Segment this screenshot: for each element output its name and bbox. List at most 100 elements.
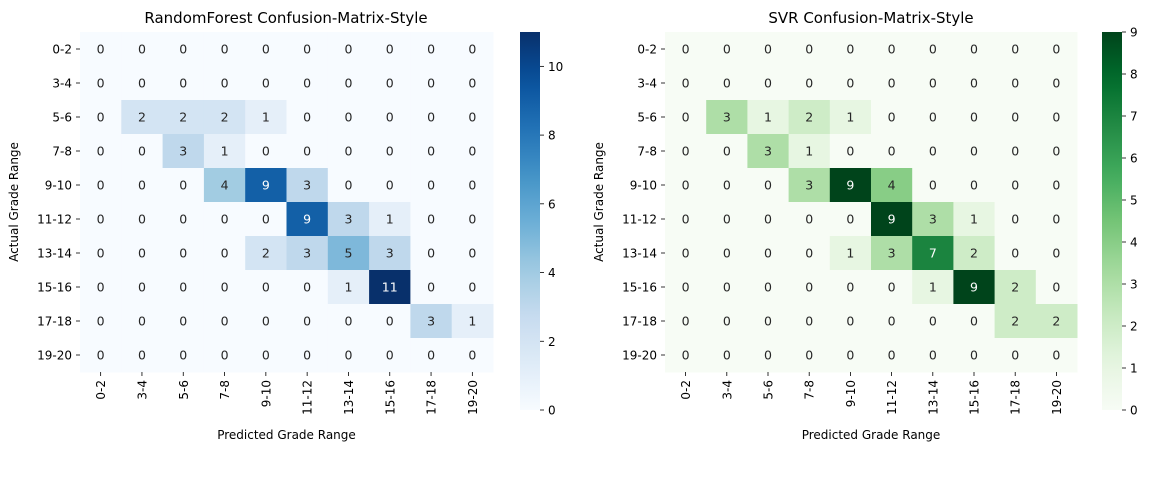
cell-value-label: 0 (344, 314, 352, 329)
heatmap-cell (451, 66, 494, 101)
heatmap-cell (665, 100, 707, 135)
y-tick-label: 3-4 (52, 77, 72, 91)
heatmap-cell (121, 32, 164, 67)
cell-value-label: 0 (303, 42, 311, 57)
heatmap-cell (80, 168, 122, 203)
cell-value-label: 0 (427, 178, 435, 193)
cell-value-label: 0 (262, 76, 270, 91)
cell-value-label: 0 (846, 42, 854, 57)
heatmap-cell (286, 338, 329, 373)
colorbar (1102, 32, 1122, 410)
cell-value-label: 3 (427, 314, 435, 329)
y-tick-label: 17-18 (622, 315, 657, 329)
heatmap-cell (451, 304, 494, 339)
heatmap-cell (162, 66, 205, 101)
cell-value-label: 0 (386, 314, 394, 329)
cell-value-label: 4 (888, 178, 896, 193)
cell-value-label: 0 (97, 314, 105, 329)
cell-value-label: 0 (929, 110, 937, 125)
heatmap-cell (994, 32, 1037, 67)
heatmap-cell (121, 168, 164, 203)
colorbar-tick-label: 2 (1130, 320, 1138, 334)
cell-value-label: 0 (805, 348, 813, 363)
heatmap-cell (788, 270, 831, 305)
cell-value-label: 0 (97, 178, 105, 193)
heatmap-cell (829, 202, 872, 237)
heatmap-cell (203, 100, 246, 135)
cell-value-label: 0 (386, 110, 394, 125)
heatmap-cell (162, 134, 205, 169)
heatmap-cell (747, 338, 790, 373)
cell-value-label: 0 (682, 110, 690, 125)
heatmap-cell (203, 202, 246, 237)
heatmap-cell (706, 202, 748, 237)
cell-value-label: 0 (764, 314, 772, 329)
cell-value-label: 3 (805, 178, 813, 193)
cell-value-label: 0 (344, 348, 352, 363)
x-tick-label: 7-8 (218, 380, 232, 400)
x-tick-label: 7-8 (803, 380, 817, 400)
cell-value-label: 0 (468, 280, 476, 295)
cell-value-label: 0 (764, 42, 772, 57)
heatmap-cell (245, 202, 287, 237)
heatmap-cell (327, 304, 370, 339)
heatmap-cell (1035, 202, 1078, 237)
colorbar-tick-label: 4 (548, 266, 556, 280)
cell-value-label: 2 (179, 110, 187, 125)
x-axis-label: Predicted Grade Range (217, 428, 356, 442)
heatmap-cell (245, 304, 287, 339)
cell-value-label: 0 (682, 212, 690, 227)
x-tick-label: 13-14 (342, 380, 356, 415)
heatmap-cell (286, 134, 329, 169)
heatmap-cell (747, 32, 790, 67)
heatmap-cell (162, 202, 205, 237)
cell-value-label: 0 (1052, 144, 1060, 159)
cell-value-label: 0 (386, 42, 394, 57)
cell-value-label: 0 (1052, 280, 1060, 295)
heatmap-cell (912, 236, 954, 271)
cell-value-label: 0 (846, 348, 854, 363)
cell-value-label: 0 (682, 314, 690, 329)
heatmap-cell (162, 32, 205, 67)
cell-value-label: 0 (386, 76, 394, 91)
heatmap-cell (451, 338, 494, 373)
cell-value-label: 9 (262, 178, 270, 193)
heatmap-cell (327, 66, 370, 101)
cell-value-label: 0 (970, 110, 978, 125)
heatmap-cell (369, 304, 411, 339)
cell-value-label: 0 (1052, 76, 1060, 91)
heatmap-cell (871, 236, 913, 271)
cell-value-label: 0 (221, 314, 229, 329)
heatmap-cell (953, 304, 996, 339)
cell-value-label: 0 (427, 280, 435, 295)
heatmap-cell (953, 270, 996, 305)
cell-value-label: 9 (303, 212, 311, 227)
cell-value-label: 0 (138, 280, 146, 295)
heatmap-cell (369, 202, 411, 237)
cell-value-label: 9 (846, 178, 854, 193)
x-axis-label: Predicted Grade Range (802, 428, 941, 442)
cell-value-label: 0 (221, 280, 229, 295)
heatmap-cell (80, 304, 122, 339)
heatmap-cell (953, 134, 996, 169)
heatmap-cell (1035, 304, 1078, 339)
cell-value-label: 0 (723, 212, 731, 227)
heatmap-cell (994, 168, 1037, 203)
heatmap-cell (994, 304, 1037, 339)
x-tick-label: 11-12 (885, 380, 899, 415)
cell-value-label: 0 (888, 76, 896, 91)
colorbar-tick-label: 10 (548, 60, 563, 74)
y-tick-label: 9-10 (45, 179, 72, 193)
heatmap-cell (162, 236, 205, 271)
cell-value-label: 0 (764, 280, 772, 295)
heatmap-cell (1035, 100, 1078, 135)
heatmap-cell (121, 270, 164, 305)
heatmap-cell (829, 66, 872, 101)
heatmap-cell (665, 338, 707, 373)
cell-value-label: 2 (262, 246, 270, 261)
colorbar-tick-label: 6 (1130, 152, 1138, 166)
cell-value-label: 0 (262, 348, 270, 363)
cell-value-label: 0 (682, 246, 690, 261)
heatmap-cell (121, 100, 164, 135)
